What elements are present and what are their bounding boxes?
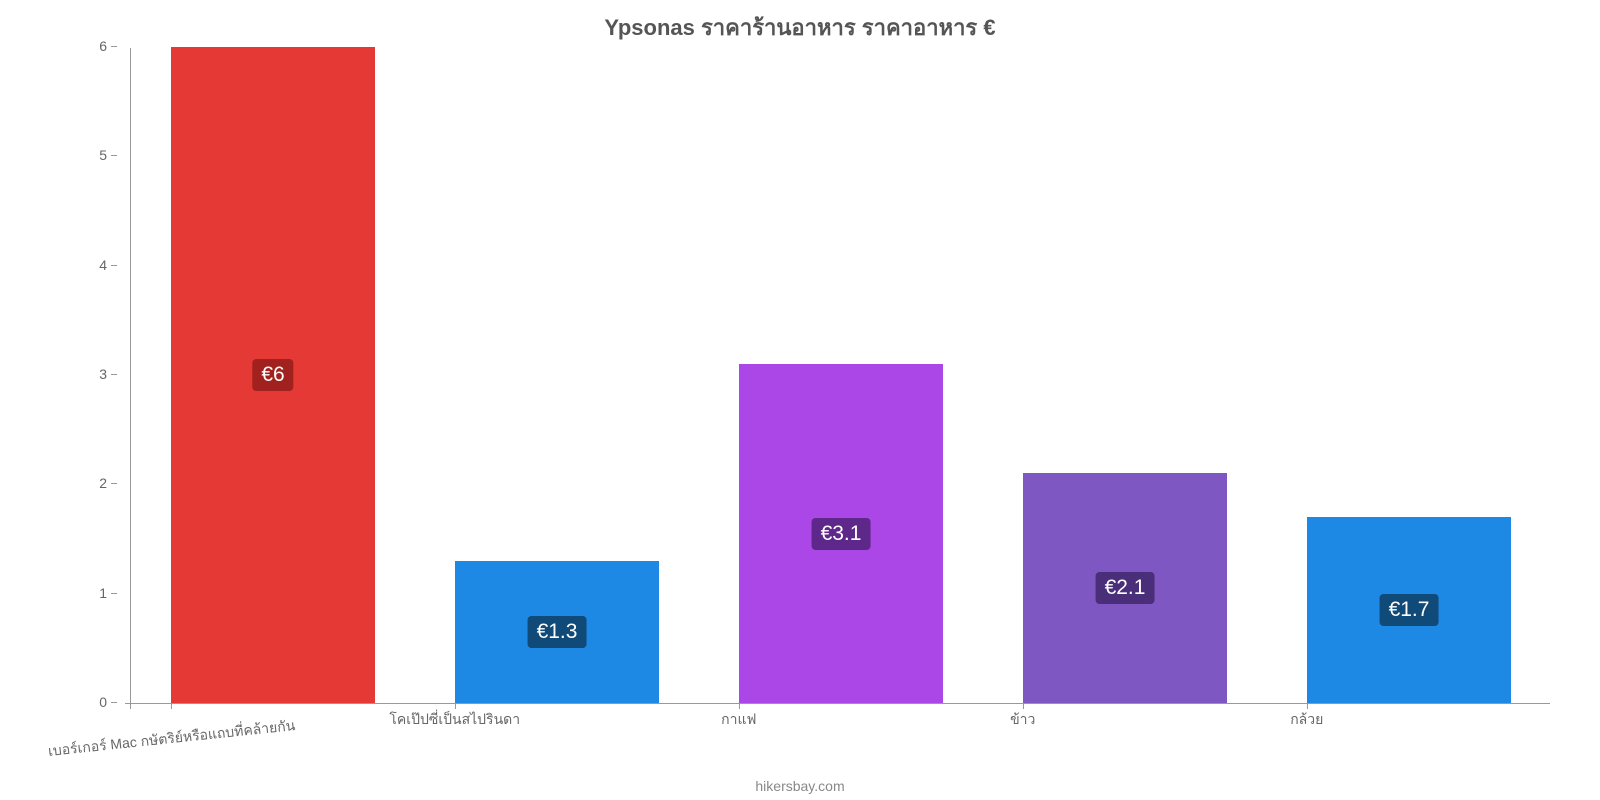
y-axis-tick-label: 5 xyxy=(99,147,107,163)
value-badge: €1.7 xyxy=(1380,594,1439,626)
value-badge: €2.1 xyxy=(1096,572,1155,604)
y-axis-tick-label: 1 xyxy=(99,585,107,601)
x-axis-label: ข้าว xyxy=(1010,709,1035,731)
axis-tick-mark xyxy=(130,703,131,709)
y-axis-tick-label: 2 xyxy=(99,475,107,491)
value-badge: €6 xyxy=(252,359,293,391)
plot-area: 0123456€6เบอร์เกอร์ Mac กษัตริย์หรือแถบท… xyxy=(130,48,1550,704)
value-badge: €3.1 xyxy=(812,518,871,550)
x-axis-tick-mark xyxy=(739,703,740,709)
y-axis-tick-label: 4 xyxy=(99,257,107,273)
chart-title: Ypsonas ราคาร้านอาหาร ราคาอาหาร € xyxy=(0,10,1600,45)
x-axis-label: เบอร์เกอร์ Mac กษัตริย์หรือแถบที่คล้ายกั… xyxy=(47,715,296,763)
credit-text: hikersbay.com xyxy=(0,778,1600,794)
x-axis-label: กาแฟ xyxy=(721,709,756,731)
x-axis-tick-mark xyxy=(171,703,172,709)
y-axis-tick-label: 3 xyxy=(99,366,107,382)
x-axis-tick-mark xyxy=(455,703,456,709)
value-badge: €1.3 xyxy=(528,616,587,648)
price-bar-chart: Ypsonas ราคาร้านอาหาร ราคาอาหาร € 012345… xyxy=(0,0,1600,800)
x-axis-tick-mark xyxy=(1307,703,1308,709)
x-axis-label: กล้วย xyxy=(1290,709,1323,731)
x-axis-tick-mark xyxy=(1023,703,1024,709)
x-axis-label: โคเป๊ปซี่เป็นสไปรินดา xyxy=(389,709,520,731)
y-axis-tick-label: 6 xyxy=(99,38,107,54)
y-axis-tick-label: 0 xyxy=(99,694,107,710)
